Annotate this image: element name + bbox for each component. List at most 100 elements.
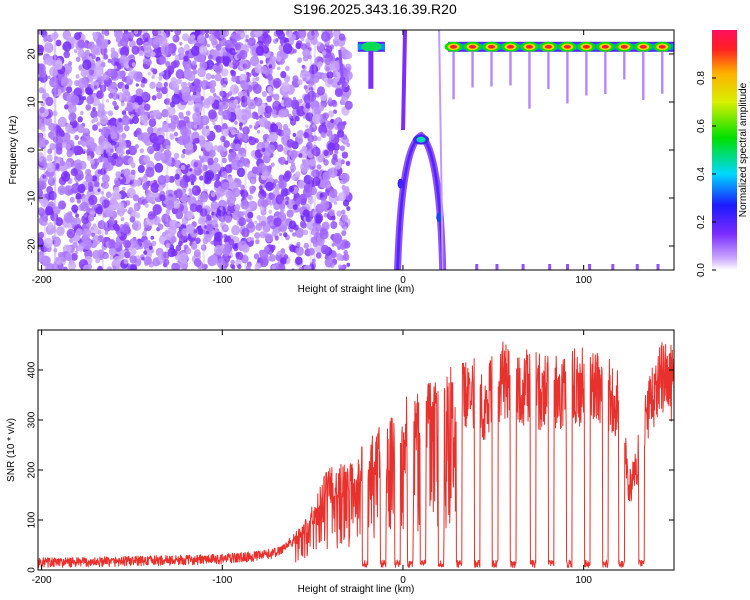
carrier-tail (490, 50, 493, 87)
spectrogram-noise-cell (134, 244, 140, 250)
bottom-dot (611, 264, 615, 270)
spectrogram-noise-cell (338, 33, 346, 41)
spectrogram-noise-cell (247, 237, 252, 242)
spectrogram-noise-cell (285, 65, 290, 71)
spectrogram-noise-cell (66, 149, 73, 158)
spectrogram-y-tick-label: 10 (27, 96, 38, 108)
spectrogram-noise-cell (246, 163, 250, 168)
spectrogram-noise-cell (54, 60, 63, 70)
snr-y-tick-label: 400 (27, 361, 38, 378)
spectrogram-noise-cell (70, 94, 80, 106)
carrier-blob (361, 41, 382, 52)
spectrogram-noise-cell (334, 161, 342, 170)
spectrogram-noise-cell (170, 77, 177, 85)
spectrogram-noise-cell (199, 175, 204, 181)
spectrogram-noise-cell (326, 130, 331, 135)
spectrogram-noise-cell (303, 94, 313, 105)
spectrogram-noise-cell (320, 199, 330, 210)
spectrogram-noise-cell (248, 136, 257, 146)
snr-y-tick-label: 0 (27, 567, 38, 573)
spectrogram-noise-cell (245, 34, 249, 39)
bottom-dot (566, 264, 570, 270)
spectrogram-noise-cell (261, 147, 266, 153)
spectrogram-noise-cell (114, 241, 120, 249)
spectrogram-noise-cell (62, 41, 72, 52)
spectrogram-noise-cell (256, 120, 260, 125)
spectrogram-noise-cell (235, 143, 241, 150)
spectrogram-noise-cell (82, 59, 92, 70)
spectrogram-noise-cell (240, 184, 246, 190)
spectrogram-noise-cell (276, 250, 281, 256)
spectrogram-x-tick-label: 100 (575, 275, 592, 286)
spectrogram-noise-cell (129, 216, 136, 223)
spectrogram-noise-cell (119, 54, 128, 64)
bottom-dot (656, 264, 660, 270)
spectrogram-noise-cell (260, 65, 268, 74)
spectrogram-noise-cell (100, 61, 106, 68)
spectrogram-noise-cell (88, 194, 98, 206)
spectrogram-noise-cell (239, 126, 243, 130)
spectrogram-noise-cell (214, 245, 223, 256)
spectrogram-noise-cell (120, 46, 130, 58)
spectrogram-noise-cell (209, 30, 215, 35)
spectrogram-noise-cell (239, 156, 246, 163)
spectrogram-noise-cell (215, 56, 223, 64)
spectrogram-noise-cell (158, 175, 166, 183)
spectrogram-noise-cell (124, 107, 128, 111)
spectrogram-noise-cell (303, 264, 312, 270)
spectrogram-noise-cell (210, 240, 214, 245)
spectrogram-noise-cell (80, 69, 88, 77)
spectrogram-noise-cell (149, 118, 156, 126)
spectrogram-noise-cell (200, 115, 210, 126)
spectrogram-x-axis-label: Height of straight line (km) (298, 284, 415, 295)
spectrogram-noise-cell (44, 139, 49, 145)
spectrogram-noise-cell (55, 39, 62, 47)
spectrogram-noise-cell (239, 73, 247, 83)
carrier-tail (642, 50, 645, 100)
spectrogram-noise-cell (124, 125, 130, 132)
spectrogram-noise-cell (346, 142, 351, 148)
spectrogram-noise-cell (68, 231, 72, 236)
spectrogram-noise-cell (190, 181, 195, 186)
spectrogram-noise-cell (174, 137, 179, 142)
spectrogram-noise-cell (171, 158, 176, 163)
spectrogram-noise-cell (131, 62, 136, 68)
spectrogram-noise-cell (123, 239, 131, 249)
spectrogram-noise-cell (330, 77, 340, 88)
spectrogram-noise-cell (332, 138, 337, 143)
snr-x-tick-label: 0 (400, 575, 406, 586)
spectrogram-noise-cell (280, 71, 287, 79)
spectrogram-noise-cell (105, 99, 110, 103)
carrier-peak-core (601, 45, 609, 49)
spectrogram-noise-cell (310, 149, 315, 154)
spectrogram-noise-cell (239, 162, 244, 168)
spectrogram-noise-cell (92, 73, 98, 80)
spectrogram-noise-cell (150, 182, 160, 193)
spectrogram-noise-cell (193, 249, 201, 258)
spectrogram-noise-cell (136, 106, 145, 116)
spectrogram-noise-cell (131, 45, 140, 55)
spectrogram-noise-cell (319, 228, 329, 240)
spectrogram-noise-cell (209, 80, 217, 88)
spectrogram-noise-cell (292, 75, 299, 83)
spectrogram-noise-cell (271, 264, 276, 270)
spectrogram-noise-cell (255, 223, 263, 231)
spectrogram-noise-cell (241, 133, 249, 142)
spectrogram-noise-cell (276, 144, 284, 152)
snr-series-line (38, 341, 674, 568)
spectrogram-noise-cell (92, 31, 97, 37)
spectrogram-noise-cell (135, 83, 139, 87)
spectrogram-noise-cell (192, 187, 196, 192)
spectrogram-noise-cell (108, 217, 115, 225)
spectrogram-noise-cell (184, 176, 191, 183)
spectrogram-noise-cell (320, 131, 326, 138)
spectrogram-noise-cell (190, 45, 200, 57)
arch-apex (416, 136, 426, 143)
spectrogram-noise-cell (77, 183, 86, 194)
spectrogram-noise-cell (198, 168, 203, 174)
spectrogram-noise-cell (153, 109, 161, 118)
spectrogram-noise-cell (105, 111, 108, 115)
spectrogram-noise-cell (158, 223, 162, 227)
spectrogram-noise-cell (331, 243, 335, 247)
spectrogram-y-tick-label: 20 (27, 48, 38, 60)
